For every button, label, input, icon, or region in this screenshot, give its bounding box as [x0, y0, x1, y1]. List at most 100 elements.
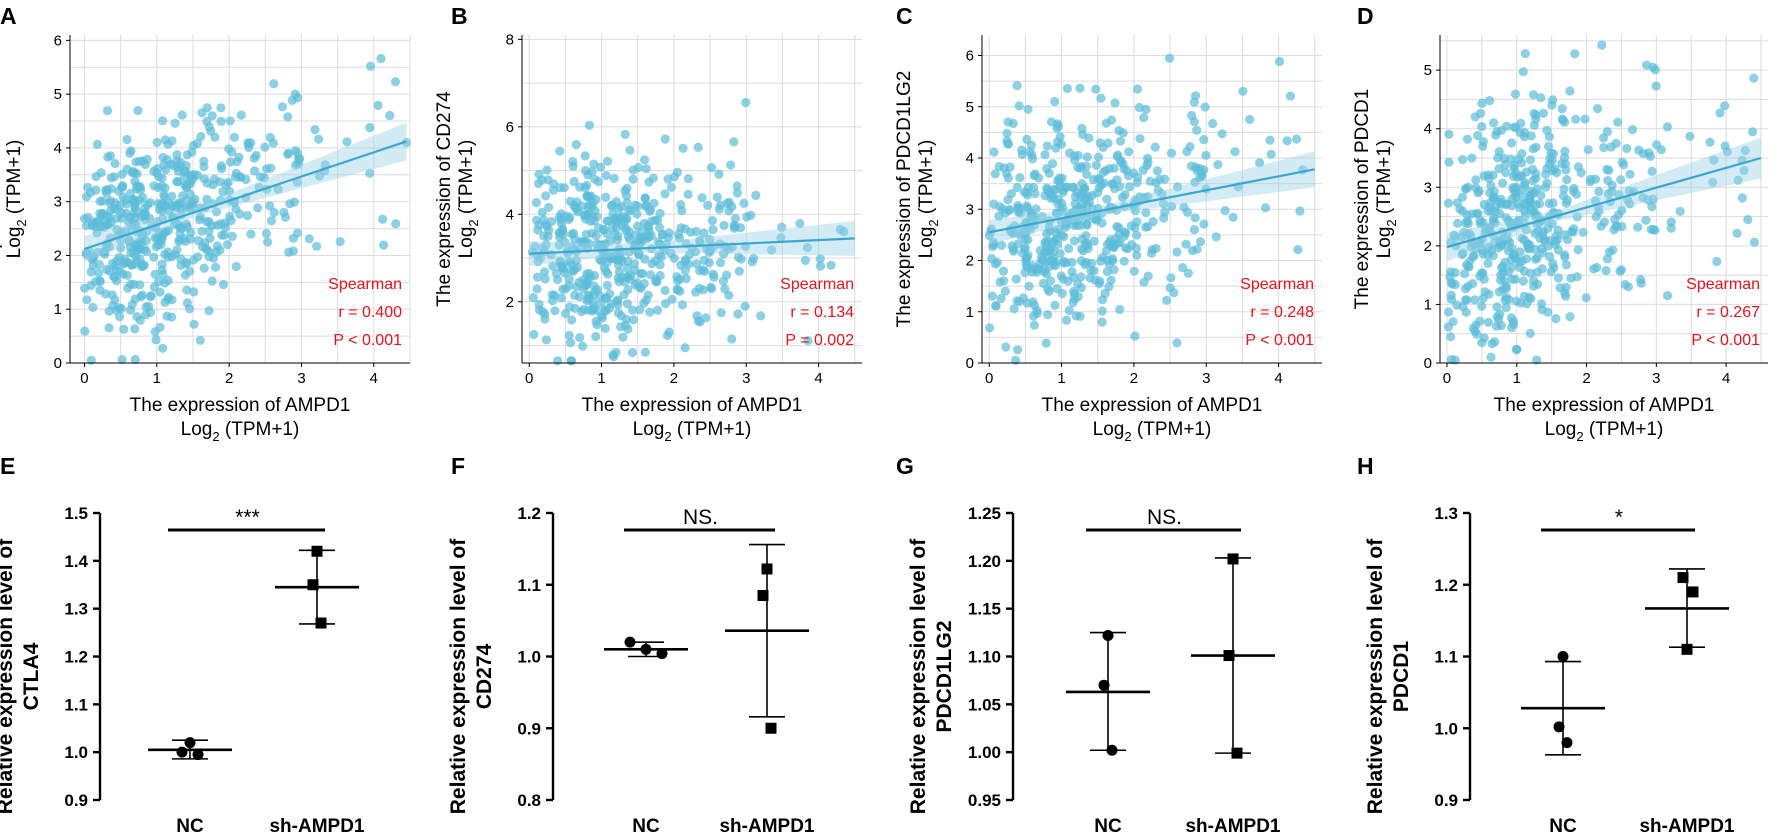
scatter-point — [1561, 260, 1571, 270]
scatter-point — [636, 269, 646, 279]
scatter-point — [1230, 147, 1240, 157]
scatter-point — [1102, 266, 1112, 277]
scatter-point — [1026, 211, 1036, 221]
scatter-point — [1507, 262, 1517, 272]
scatter-point — [589, 216, 599, 226]
scatter-point — [795, 218, 805, 229]
scatter-point — [719, 220, 729, 231]
scatter-point — [1285, 91, 1295, 101]
scatter-point — [1153, 185, 1163, 196]
scatter-point — [596, 298, 606, 308]
scatter-point — [1601, 266, 1611, 276]
scatter-point — [1065, 148, 1075, 158]
scatter-point — [1490, 206, 1500, 216]
scatter-point — [379, 240, 389, 250]
scatter-point — [151, 242, 161, 252]
scatter-point — [1538, 108, 1548, 118]
scatter-point — [1516, 298, 1526, 308]
scatter-point — [1152, 166, 1162, 176]
category-label: sh-AMPD1 — [1185, 816, 1280, 832]
scatter-point — [1182, 146, 1192, 157]
scatter-point — [1462, 295, 1472, 305]
scatter-point — [632, 201, 643, 211]
scatter-point — [1532, 253, 1542, 263]
scatter-point — [667, 294, 677, 304]
scatter-point — [1662, 122, 1673, 132]
category-label: NC — [1549, 816, 1577, 832]
scatter-point — [1023, 235, 1033, 245]
scatter-point — [1147, 245, 1157, 255]
scatter-point — [987, 291, 997, 301]
scatter-point — [727, 334, 737, 344]
scatter-point — [242, 211, 253, 221]
scatter-point — [160, 135, 170, 145]
scatter-point — [569, 264, 580, 274]
scatter-point — [1562, 235, 1573, 245]
scatter-point — [216, 116, 226, 126]
scatter-point — [132, 312, 142, 322]
scatter-point — [1014, 101, 1024, 111]
scatter-point — [1599, 217, 1609, 227]
x-tick-label: 0 — [80, 370, 88, 387]
scatter-point — [365, 168, 375, 178]
scatter-point — [602, 280, 613, 290]
scatter-point — [1645, 151, 1655, 161]
y-tick-label: 1.20 — [968, 552, 1001, 571]
scatter-point — [1195, 237, 1206, 247]
scatter-point — [1460, 269, 1470, 279]
scatter-point — [88, 260, 98, 271]
scatter-point — [1208, 118, 1218, 129]
scatter-point — [1162, 295, 1172, 305]
scatter-point — [202, 103, 212, 113]
scatter-point — [1535, 233, 1545, 243]
scatter-point — [1029, 182, 1039, 192]
data-point-square — [1223, 650, 1235, 662]
scatter-point — [1042, 141, 1052, 151]
group-sh-ampd1 — [1191, 553, 1275, 759]
scatter-point — [88, 302, 98, 312]
scatter-point — [1606, 142, 1616, 152]
scatter-point — [1475, 271, 1485, 281]
scatter-point — [1031, 204, 1041, 214]
scatter-point — [1476, 108, 1486, 118]
scatter-point — [1548, 258, 1558, 269]
scatter-point — [182, 150, 192, 160]
data-point-circle — [640, 643, 652, 655]
scatter-point — [1075, 311, 1085, 321]
scatter-point — [1558, 115, 1568, 125]
scatter-point — [216, 219, 226, 229]
scatter-point — [1035, 245, 1045, 256]
scatter-point — [601, 192, 611, 202]
scatter-point — [1265, 135, 1275, 145]
scatter-point — [1518, 276, 1528, 286]
y-axis-title: The expression of CD274 — [434, 91, 455, 307]
scatter-point — [616, 311, 626, 321]
scatter-point — [145, 213, 155, 223]
scatter-point — [640, 254, 650, 264]
scatter-point — [1477, 301, 1487, 311]
scatter-point — [1666, 217, 1676, 227]
scatter-point — [756, 311, 766, 321]
scatter-point — [1042, 228, 1052, 238]
scatter-point — [640, 193, 651, 203]
y-axis-subtitle: Log2 (TPM+1) — [4, 140, 29, 259]
scatter-point — [532, 284, 542, 294]
scatter-point — [1172, 338, 1182, 348]
scatter-point — [1059, 256, 1069, 266]
scatter-point — [660, 285, 670, 296]
scatter-point — [226, 216, 236, 226]
scatter-point — [180, 270, 190, 280]
scatter-point — [1077, 179, 1087, 189]
scatter-point — [1483, 317, 1493, 327]
scatter-point — [1561, 291, 1571, 301]
scatter-point — [1520, 49, 1530, 59]
scatter-point — [1520, 200, 1530, 210]
scatter-point — [207, 111, 217, 121]
scatter-point — [1592, 104, 1603, 114]
scatter-point — [1497, 263, 1507, 273]
scatter-point — [1138, 165, 1148, 175]
scatter-point — [127, 260, 137, 270]
scatter-point — [1572, 212, 1582, 222]
scatter-point — [1598, 133, 1609, 143]
scatter-point — [216, 103, 226, 113]
